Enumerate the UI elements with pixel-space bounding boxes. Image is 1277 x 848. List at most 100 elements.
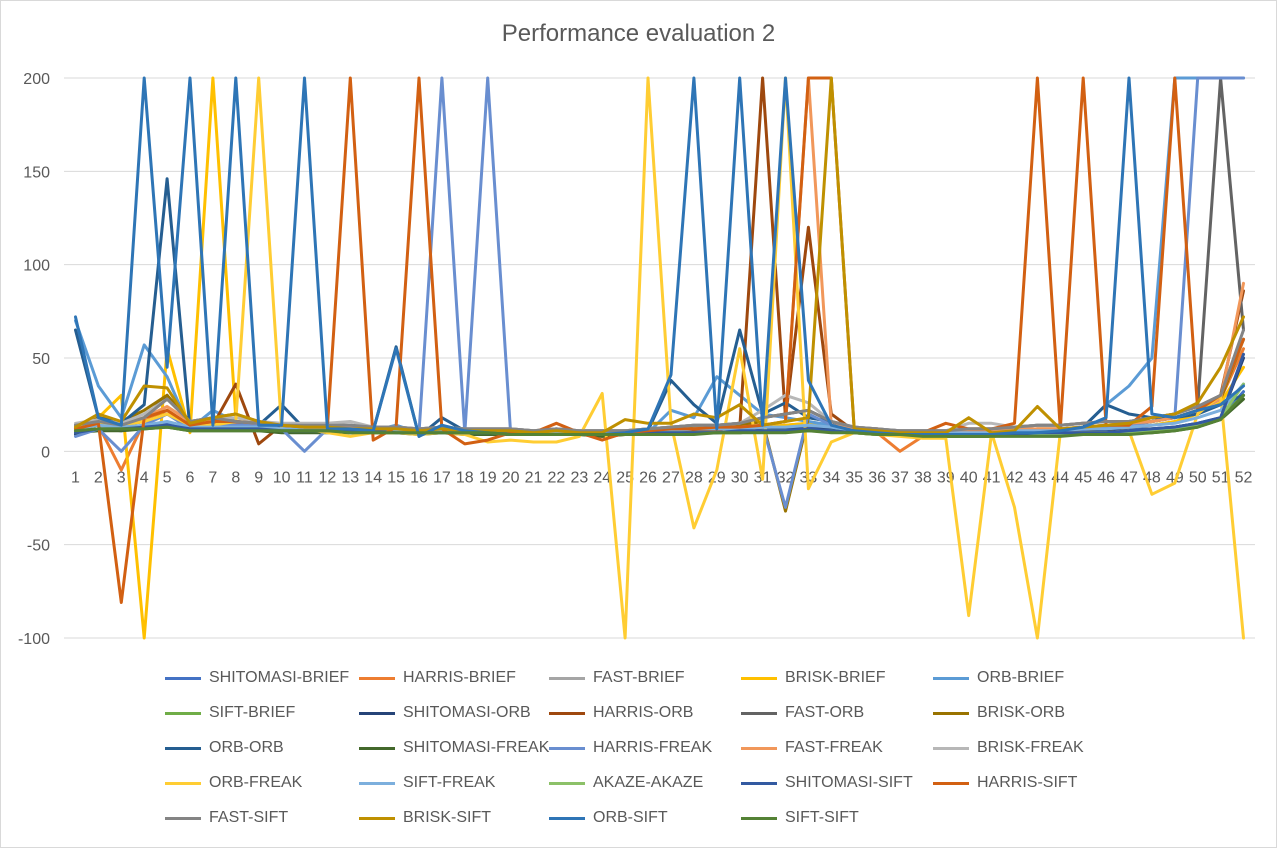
legend-item: BRISK-BRIEF bbox=[741, 666, 885, 690]
x-tick-label: 28 bbox=[685, 469, 703, 486]
legend-item: SHITOMASI-ORB bbox=[359, 701, 531, 725]
x-tick-label: 19 bbox=[479, 469, 497, 486]
legend-label: BRISK-SIFT bbox=[403, 809, 492, 826]
x-tick-label: 16 bbox=[410, 469, 428, 486]
legend-label: FAST-BRIEF bbox=[593, 669, 685, 686]
x-tick-label: 9 bbox=[254, 469, 263, 486]
x-tick-label: 45 bbox=[1074, 469, 1092, 486]
x-tick-label: 24 bbox=[593, 469, 611, 486]
legend-label: HARRIS-ORB bbox=[593, 704, 694, 721]
x-tick-label: 10 bbox=[273, 469, 291, 486]
y-tick-label: 0 bbox=[41, 444, 50, 461]
x-tick-label: 43 bbox=[1029, 469, 1047, 486]
legend-item: SHITOMASI-BRIEF bbox=[165, 666, 349, 690]
y-tick-label: 100 bbox=[23, 258, 50, 275]
x-tick-label: 35 bbox=[845, 469, 863, 486]
x-tick-label: 5 bbox=[163, 469, 172, 486]
legend-label: FAST-FREAK bbox=[785, 739, 883, 756]
x-tick-label: 3 bbox=[117, 469, 126, 486]
legend-swatch bbox=[549, 676, 585, 680]
x-tick-label: 32 bbox=[777, 469, 795, 486]
x-tick-label: 1 bbox=[71, 469, 80, 486]
legend-swatch bbox=[359, 816, 395, 820]
x-tick-label: 25 bbox=[616, 469, 634, 486]
x-tick-label: 42 bbox=[1006, 469, 1024, 486]
legend-swatch bbox=[741, 816, 777, 820]
x-tick-label: 23 bbox=[570, 469, 588, 486]
x-tick-label: 27 bbox=[662, 469, 680, 486]
legend-swatch bbox=[165, 746, 201, 750]
legend-label: BRISK-ORB bbox=[977, 704, 1066, 721]
legend-swatch bbox=[741, 676, 777, 680]
legend-swatch bbox=[933, 746, 969, 750]
legend-label: HARRIS-BRIEF bbox=[403, 669, 516, 686]
legend-label: BRISK-BRIEF bbox=[785, 669, 886, 686]
x-tick-label: 51 bbox=[1212, 469, 1230, 486]
y-tick-label: 50 bbox=[32, 351, 50, 368]
series-line-brisk-freak bbox=[74, 337, 1245, 433]
x-tick-label: 11 bbox=[296, 469, 313, 486]
y-tick-label: 200 bbox=[23, 71, 50, 88]
x-tick-label: 52 bbox=[1235, 469, 1253, 486]
legend-label: SHITOMASI-FREAK bbox=[403, 739, 550, 756]
legend-label: FAST-SIFT bbox=[209, 809, 289, 826]
legend-item: FAST-FREAK bbox=[741, 736, 883, 760]
legend-item: FAST-BRIEF bbox=[549, 666, 685, 690]
legend-swatch bbox=[549, 781, 585, 785]
legend-item: HARRIS-ORB bbox=[549, 701, 693, 725]
legend-swatch bbox=[549, 711, 585, 715]
legend-item: SIFT-BRIEF bbox=[165, 701, 295, 725]
legend-item: FAST-ORB bbox=[741, 701, 864, 725]
series-line-fast-sift bbox=[74, 328, 1245, 433]
x-tick-label: 15 bbox=[387, 469, 405, 486]
legend-swatch bbox=[933, 781, 969, 785]
legend-swatch bbox=[549, 816, 585, 820]
x-axis-ticks: 1 2 3 4 5 6 7 8 9 10 11 12 13 14 15 16 17 18 19 20 21 22 23 24 2… bbox=[71, 469, 1253, 486]
legend-swatch bbox=[741, 746, 777, 750]
y-tick-label: 150 bbox=[23, 164, 50, 181]
legend-label: AKAZE-AKAZE bbox=[593, 774, 704, 791]
y-tick-label: -100 bbox=[18, 631, 50, 648]
legend-item: FAST-SIFT bbox=[165, 806, 288, 830]
legend-item: ORB-BRIEF bbox=[933, 666, 1064, 690]
legend-item: ORB-FREAK bbox=[165, 771, 302, 795]
x-tick-label: 22 bbox=[548, 469, 566, 486]
legend-label: SHITOMASI-ORB bbox=[403, 704, 531, 721]
legend-item: BRISK-SIFT bbox=[359, 806, 491, 830]
x-tick-label: 2 bbox=[94, 469, 103, 486]
legend-swatch bbox=[359, 746, 395, 750]
x-tick-label: 12 bbox=[318, 469, 336, 486]
legend-item: ORB-ORB bbox=[165, 736, 284, 760]
legend-label: ORB-SIFT bbox=[593, 809, 668, 826]
legend-swatch bbox=[359, 711, 395, 715]
series-lines bbox=[74, 76, 1245, 640]
x-tick-label: 40 bbox=[960, 469, 978, 486]
legend-item: AKAZE-AKAZE bbox=[549, 771, 703, 795]
legend-label: BRISK-FREAK bbox=[977, 739, 1084, 756]
legend-label: SIFT-FREAK bbox=[403, 774, 496, 791]
x-tick-label: 46 bbox=[1097, 469, 1115, 486]
x-tick-label: 21 bbox=[525, 469, 543, 486]
legend-label: ORB-ORB bbox=[209, 739, 284, 756]
legend-label: HARRIS-SIFT bbox=[977, 774, 1078, 791]
legend-swatch bbox=[165, 781, 201, 785]
x-tick-label: 26 bbox=[639, 469, 657, 486]
series-line-harris-sift bbox=[74, 76, 1245, 604]
series-line-brisk-sift bbox=[74, 76, 1245, 435]
legend-swatch bbox=[359, 676, 395, 680]
legend-swatch bbox=[741, 711, 777, 715]
legend-label: SIFT-BRIEF bbox=[209, 704, 296, 721]
x-tick-label: 14 bbox=[364, 469, 382, 486]
legend-item: SHITOMASI-SIFT bbox=[741, 771, 913, 795]
legend-label: SHITOMASI-SIFT bbox=[785, 774, 913, 791]
legend-swatch bbox=[933, 711, 969, 715]
legend-item: SIFT-FREAK bbox=[359, 771, 495, 795]
legend-swatch bbox=[165, 711, 201, 715]
x-tick-label: 13 bbox=[341, 469, 359, 486]
x-tick-label: 4 bbox=[140, 469, 149, 486]
legend-label: ORB-BRIEF bbox=[977, 669, 1065, 686]
series-line-fast-brief bbox=[74, 337, 1245, 433]
y-tick-label: -50 bbox=[27, 538, 50, 555]
x-tick-label: 50 bbox=[1189, 469, 1207, 486]
x-tick-label: 38 bbox=[914, 469, 932, 486]
